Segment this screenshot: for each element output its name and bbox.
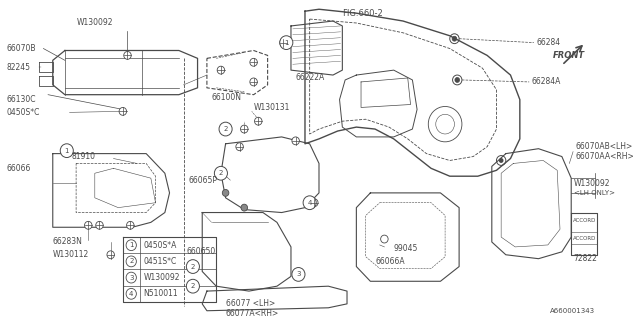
Circle shape bbox=[292, 137, 300, 145]
Text: 1: 1 bbox=[129, 242, 134, 248]
Text: FIG.660-2: FIG.660-2 bbox=[342, 9, 383, 18]
Circle shape bbox=[280, 36, 293, 50]
Circle shape bbox=[217, 66, 225, 74]
Circle shape bbox=[310, 199, 318, 207]
Text: W130112: W130112 bbox=[52, 250, 89, 259]
Text: 66222A: 66222A bbox=[296, 74, 325, 83]
Text: 66065P: 66065P bbox=[188, 176, 217, 185]
Text: 66284: 66284 bbox=[537, 38, 561, 47]
Circle shape bbox=[186, 279, 200, 293]
Circle shape bbox=[186, 260, 200, 273]
Text: 2: 2 bbox=[191, 264, 195, 269]
Text: 3: 3 bbox=[129, 275, 134, 281]
Text: FRONT: FRONT bbox=[552, 51, 585, 60]
Text: A660001343: A660001343 bbox=[550, 308, 595, 314]
Circle shape bbox=[84, 221, 92, 229]
Circle shape bbox=[124, 52, 131, 59]
Circle shape bbox=[250, 78, 257, 86]
Text: 66284A: 66284A bbox=[532, 77, 561, 86]
Text: 0451S*C: 0451S*C bbox=[143, 257, 177, 266]
Text: W130092: W130092 bbox=[143, 273, 180, 282]
Circle shape bbox=[241, 125, 248, 133]
Circle shape bbox=[119, 108, 127, 115]
Text: W130092: W130092 bbox=[77, 19, 113, 28]
Text: 66070B: 66070B bbox=[6, 44, 36, 53]
Circle shape bbox=[452, 36, 457, 41]
Text: 72822: 72822 bbox=[573, 254, 597, 263]
Circle shape bbox=[455, 77, 460, 83]
Text: 66130C: 66130C bbox=[6, 95, 36, 104]
Circle shape bbox=[219, 122, 232, 136]
Text: 66070AA<RH>: 66070AA<RH> bbox=[576, 152, 635, 161]
Text: 660650: 660650 bbox=[186, 247, 216, 256]
Text: 0450S*A: 0450S*A bbox=[143, 241, 177, 250]
Text: 2: 2 bbox=[129, 258, 133, 264]
Circle shape bbox=[126, 288, 136, 299]
Circle shape bbox=[126, 240, 136, 251]
Text: 66077A<RH>: 66077A<RH> bbox=[225, 309, 279, 318]
Circle shape bbox=[250, 58, 257, 66]
Circle shape bbox=[303, 196, 316, 210]
Text: 4: 4 bbox=[129, 291, 133, 297]
Text: <LH ONLY>: <LH ONLY> bbox=[574, 190, 615, 196]
Text: 4: 4 bbox=[307, 200, 312, 206]
Circle shape bbox=[126, 272, 136, 283]
Text: 81910: 81910 bbox=[72, 152, 95, 161]
Text: 2: 2 bbox=[191, 283, 195, 289]
Circle shape bbox=[127, 221, 134, 229]
Circle shape bbox=[126, 256, 136, 267]
Circle shape bbox=[60, 144, 74, 157]
Text: 66066A: 66066A bbox=[375, 257, 404, 266]
Circle shape bbox=[96, 221, 103, 229]
Text: 66066: 66066 bbox=[6, 164, 31, 173]
Text: 82245: 82245 bbox=[6, 63, 30, 72]
Text: 66070AB<LH>: 66070AB<LH> bbox=[576, 142, 633, 151]
Circle shape bbox=[280, 39, 287, 47]
Text: 66283N: 66283N bbox=[52, 237, 83, 246]
Text: N510011: N510011 bbox=[143, 289, 178, 298]
Circle shape bbox=[255, 117, 262, 125]
Circle shape bbox=[499, 158, 504, 163]
Circle shape bbox=[214, 166, 227, 180]
Circle shape bbox=[107, 251, 115, 259]
Text: 2: 2 bbox=[223, 126, 228, 132]
Text: W130092: W130092 bbox=[574, 179, 611, 188]
Circle shape bbox=[222, 189, 229, 196]
Text: ACCORD: ACCORD bbox=[573, 236, 596, 241]
Circle shape bbox=[236, 143, 243, 151]
Text: 1: 1 bbox=[65, 148, 69, 154]
Text: 66077 <LH>: 66077 <LH> bbox=[225, 300, 275, 308]
Text: 1: 1 bbox=[284, 40, 289, 46]
Text: 2: 2 bbox=[219, 170, 223, 176]
Text: 66100N: 66100N bbox=[212, 93, 241, 102]
Text: W130131: W130131 bbox=[253, 103, 290, 112]
Text: 99045: 99045 bbox=[394, 244, 418, 253]
Text: ACCORD: ACCORD bbox=[573, 218, 596, 223]
Text: 3: 3 bbox=[296, 271, 301, 277]
Circle shape bbox=[241, 204, 248, 211]
Circle shape bbox=[292, 268, 305, 281]
Text: 0450S*C: 0450S*C bbox=[6, 108, 40, 117]
